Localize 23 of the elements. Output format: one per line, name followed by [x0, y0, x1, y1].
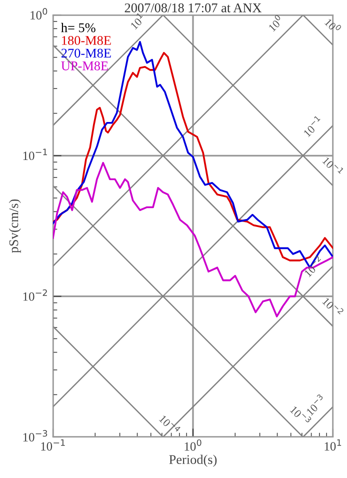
series-label: 270-M8E: [61, 48, 111, 58]
annotation: 10$^{−2}$: [302, 255, 324, 278]
text: 180-M8E: [62, 36, 111, 45]
legend-title: h= 5%: [61, 22, 96, 32]
x-tick-label: 10$^{−1}$: [41, 439, 65, 451]
y-tick-label: 10$^{0}$: [30, 8, 48, 20]
annotation: 10$^{0}$: [266, 14, 284, 32]
y-tick-label: 10$^{−3}$: [23, 430, 48, 442]
y-tick-label: 10$^{−2}$: [23, 289, 47, 301]
text: UP-M8E: [61, 61, 108, 70]
annotation: 10$^{1}$: [128, 12, 146, 30]
annotation: 10$^{−2}$: [322, 296, 344, 318]
y-tick-label: 10$^{−1}$: [23, 148, 47, 160]
annotation: 10$^{0}$: [324, 16, 342, 34]
annotation: 10$^{−3}$: [304, 394, 326, 416]
y-axis-title: pSv(cm/s): [8, 199, 21, 253]
annotation: 10$^{−1}$: [322, 154, 344, 177]
chart-title: 2007/08/18 17:07 at ANX: [124, 3, 262, 12]
annotation: 10$^{−4}$: [158, 413, 181, 436]
x-tick-label: 10$^{1}$: [324, 439, 342, 451]
annotation: 10$^{−1}$: [301, 115, 324, 138]
x-tick-label: 10$^{0}$: [184, 439, 202, 451]
x-axis-title: Period(s): [169, 454, 217, 467]
